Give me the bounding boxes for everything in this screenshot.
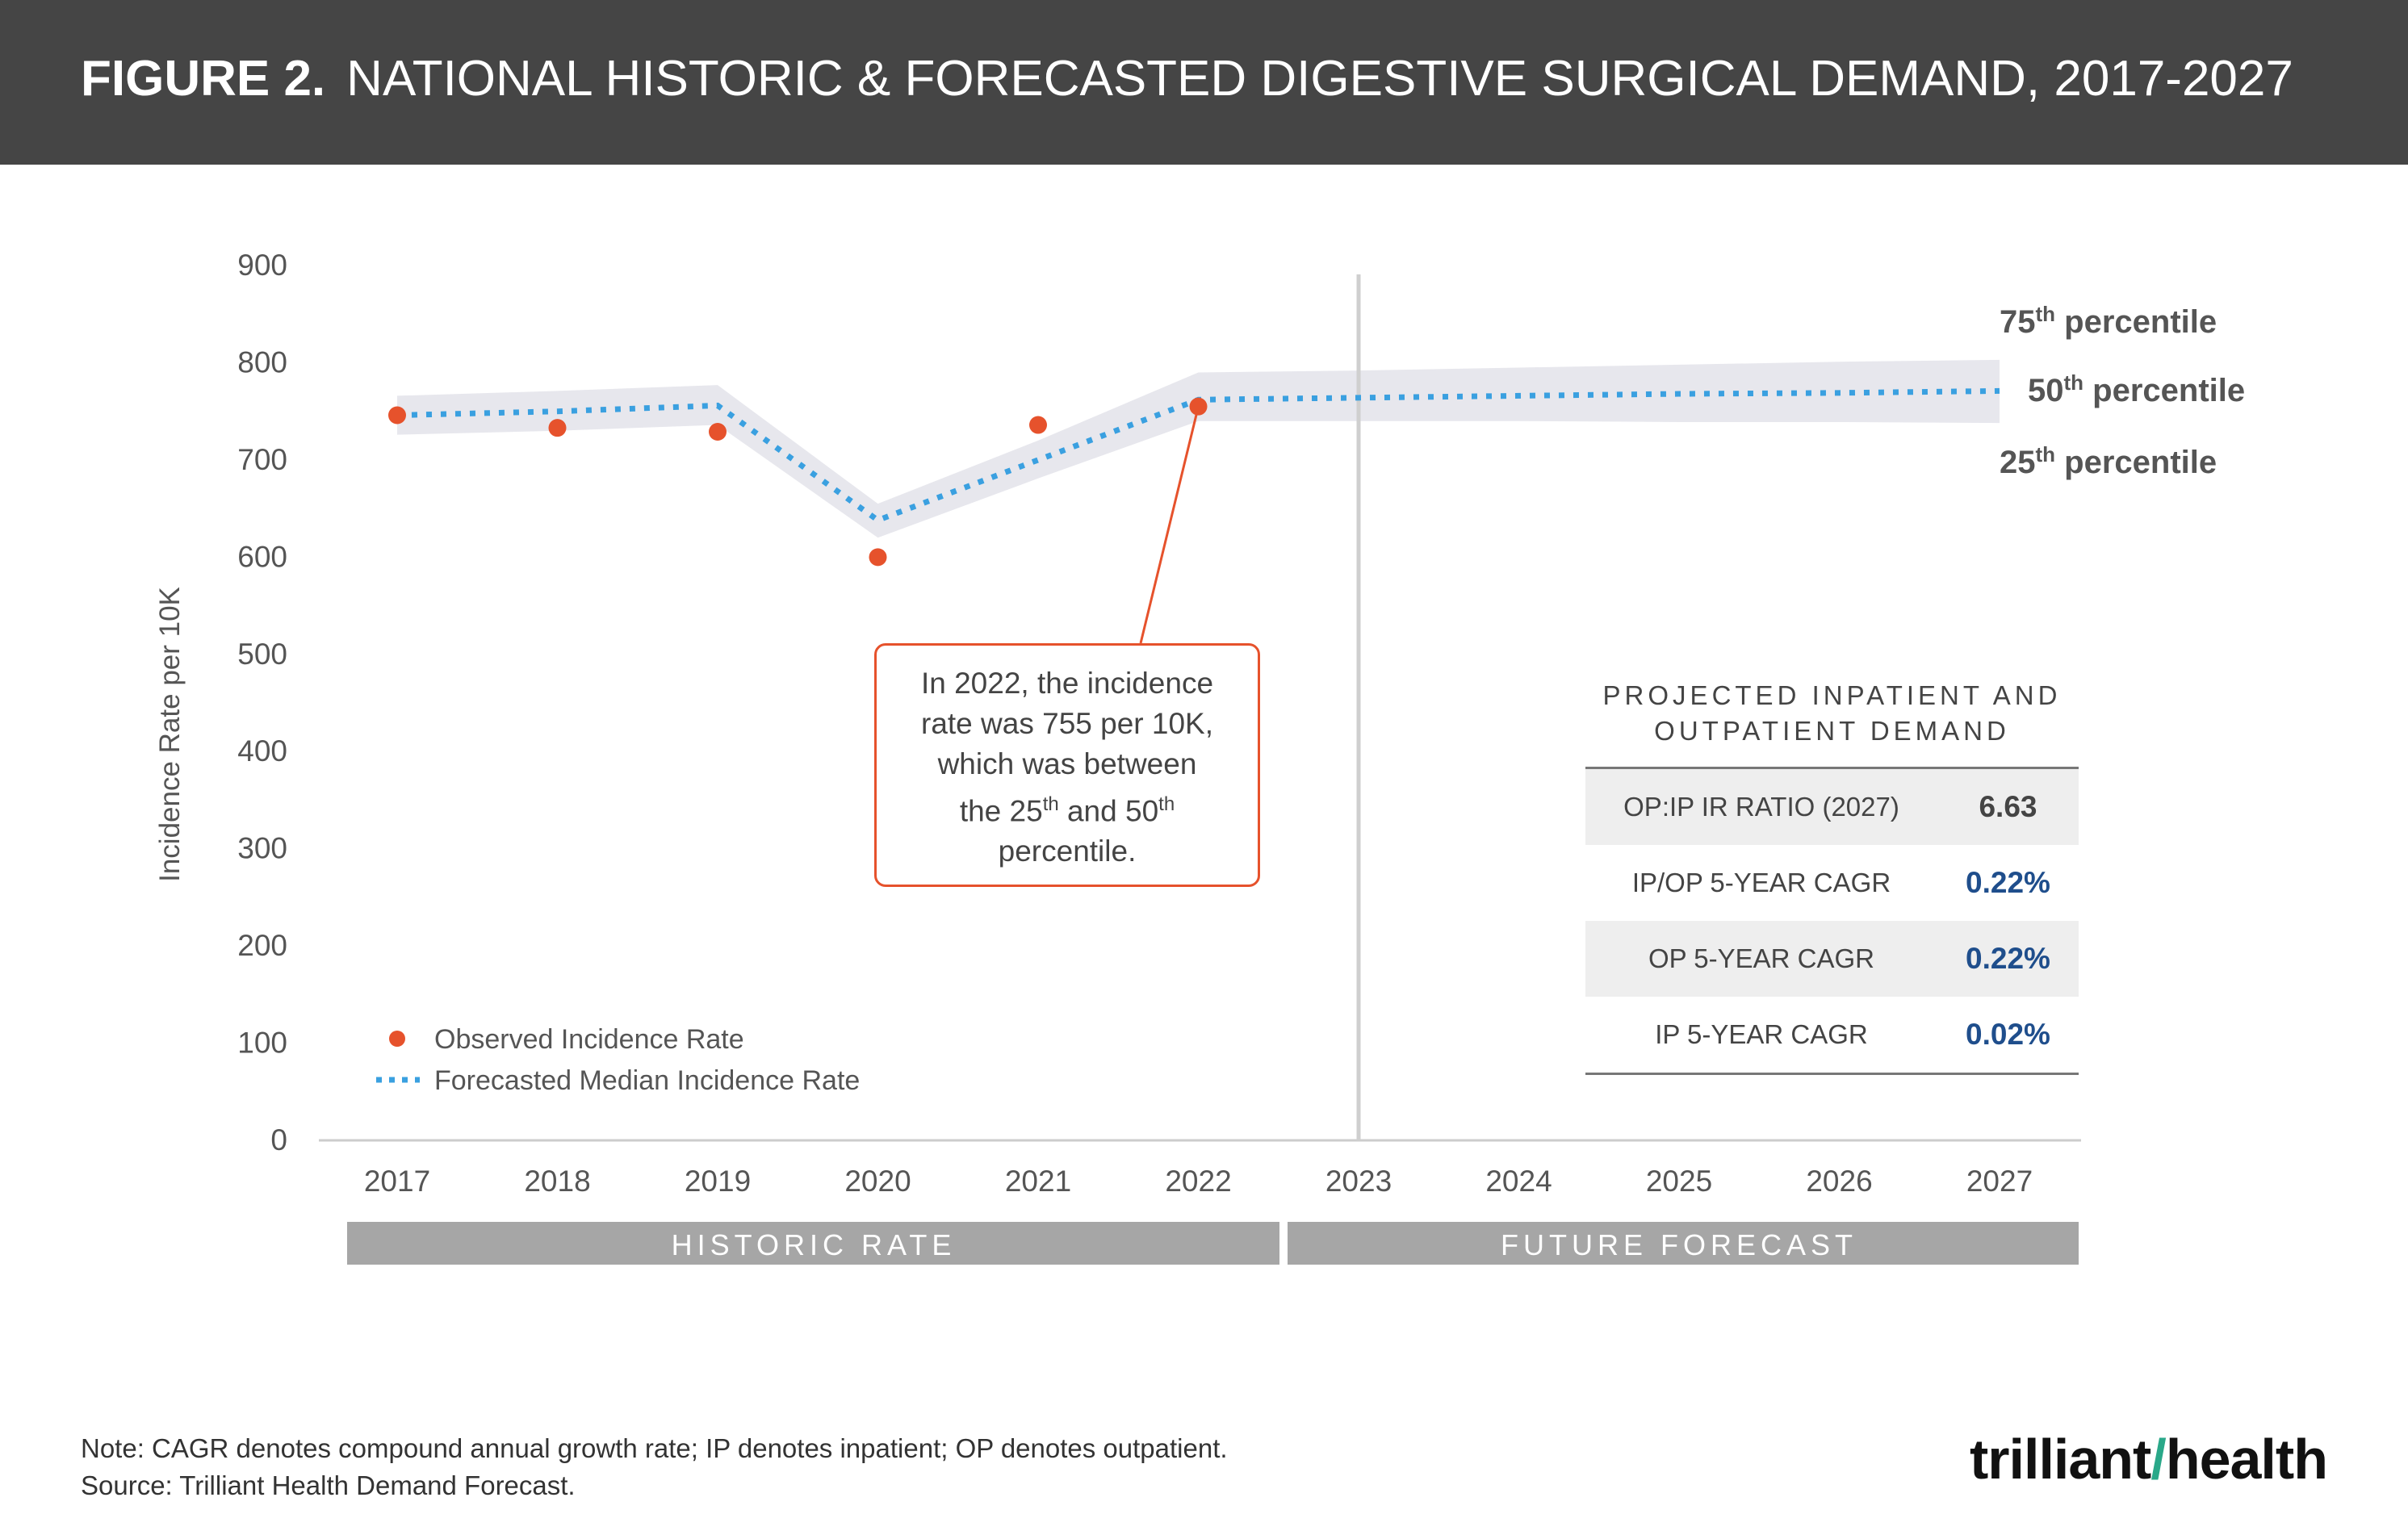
table-row: IP 5-YEAR CAGR 0.02% <box>1585 997 2079 1073</box>
axis-layer: 0 100 200 300 400 500 600 700 800 900 2017 2018 2019… <box>154 249 2081 1265</box>
x-tick-label: 2026 <box>1806 1165 1872 1198</box>
table-row-label: OP:IP IR RATIO (2027) <box>1623 792 1899 822</box>
annotation-callout: In 2022, the incidence rate was 755 per … <box>874 643 1260 887</box>
x-tick-label: 2020 <box>844 1165 911 1198</box>
y-tick-label: 200 <box>237 929 287 962</box>
table-row-value: 0.22% <box>1966 942 2050 975</box>
historic-rate-label: HISTORIC RATE <box>672 1228 957 1261</box>
table-title: PROJECTED INPATIENT AND OUTPATIENT DEMAN… <box>1602 680 2062 746</box>
table-row: OP 5-YEAR CAGR 0.22% <box>1585 921 2079 997</box>
y-tick-label: 800 <box>237 345 287 379</box>
y-tick-label: 0 <box>270 1123 287 1156</box>
legend-observed-marker <box>389 1031 405 1047</box>
figure-label: FIGURE 2. <box>81 51 326 107</box>
table-bottom-rule <box>1585 1073 2079 1075</box>
figure-header: FIGURE 2. NATIONAL HISTORIC & FORECASTED … <box>0 0 2408 165</box>
percentile-label: 75th percentile <box>2000 302 2217 340</box>
demand-table: PROJECTED INPATIENT AND OUTPATIENT DEMAN… <box>1585 678 2079 1075</box>
chart: 0 100 200 300 400 500 600 700 800 900 2017 2018 2019… <box>154 249 2245 1265</box>
future-forecast-bar <box>1288 1222 2079 1265</box>
table-row-label: IP 5-YEAR CAGR <box>1655 1019 1868 1049</box>
observed-point <box>388 406 406 425</box>
table-row: IP/OP 5-YEAR CAGR 0.22% <box>1585 845 2079 921</box>
table-row-value: 0.22% <box>1966 866 2050 899</box>
y-tick-label: 900 <box>237 249 287 282</box>
series-layer <box>388 387 2000 644</box>
figure-title: FIGURE 2. NATIONAL HISTORIC & FORECASTED … <box>81 50 2293 107</box>
x-tick-label: 2019 <box>685 1165 751 1198</box>
y-tick-label: 600 <box>237 540 287 573</box>
percentile-label: 50th percentile <box>2028 370 2245 408</box>
x-tick-label: 2027 <box>1966 1165 2033 1198</box>
table-top-rule <box>1585 767 2079 769</box>
observed-point <box>709 422 727 441</box>
table-row-label: OP 5-YEAR CAGR <box>1648 943 1874 973</box>
percentile-band-layer <box>397 359 2000 538</box>
x-tick-label: 2024 <box>1485 1165 1552 1198</box>
observed-point <box>869 548 887 567</box>
historic-rate-bar <box>347 1222 1279 1265</box>
trilliant-health-logo: trilliant/health <box>1970 1428 2328 1491</box>
x-tick-label: 2018 <box>524 1165 590 1198</box>
percentile-band <box>397 359 2000 538</box>
callout-connector <box>1139 406 1200 644</box>
x-tick-label: 2022 <box>1165 1165 1231 1198</box>
legend-forecast-label: Forecasted Median Incidence Rate <box>434 1065 860 1096</box>
callout-line: percentile. <box>998 834 1137 868</box>
x-tick-label: 2017 <box>364 1165 430 1198</box>
observed-point <box>1189 397 1208 416</box>
observed-point <box>548 419 567 437</box>
observed-point <box>1029 416 1047 434</box>
table-row-label: IP/OP 5-YEAR CAGR <box>1631 868 1891 897</box>
y-tick-label: 400 <box>237 734 287 768</box>
y-tick-label: 500 <box>237 638 287 671</box>
y-tick-label: 300 <box>237 832 287 865</box>
y-axis-label: Incidence Rate per 10K <box>154 587 186 882</box>
y-tick-label: 100 <box>237 1027 287 1060</box>
source-note: Source: Trilliant Health Demand Forecast… <box>81 1470 576 1500</box>
callout-line: which was between <box>937 747 1197 780</box>
future-forecast-label: FUTURE FORECAST <box>1501 1228 1857 1261</box>
callout-line: rate was 755 per 10K, <box>921 707 1213 740</box>
legend-observed-label: Observed Incidence Rate <box>434 1024 744 1055</box>
callout-line: the 25th and 50th <box>959 793 1175 828</box>
callout-line: In 2022, the incidence <box>920 667 1214 700</box>
x-tick-label: 2023 <box>1325 1165 1392 1198</box>
label-layer: 75th percentile 50th percentile 25th perce… <box>376 302 2245 1096</box>
footnote: Note: CAGR denotes compound annual growt… <box>81 1433 1228 1463</box>
figure-title-text: NATIONAL HISTORIC & FORECASTED DIGESTIVE… <box>346 51 2293 107</box>
table-row: OP:IP IR RATIO (2027) 6.63 <box>1585 769 2079 845</box>
table-row-value: 6.63 <box>1979 790 2037 823</box>
x-tick-label: 2025 <box>1646 1165 1712 1198</box>
x-tick-label: 2021 <box>1005 1165 1071 1198</box>
percentile-label: 25th percentile <box>2000 442 2217 480</box>
y-tick-label: 700 <box>237 443 287 476</box>
table-row-value: 0.02% <box>1966 1018 2050 1051</box>
